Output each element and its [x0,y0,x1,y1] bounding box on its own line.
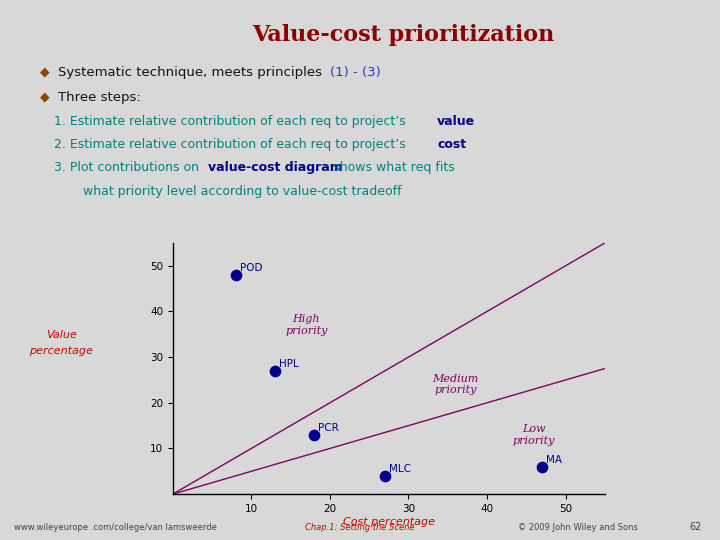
Point [536,462,548,471]
Text: HPL: HPL [279,359,299,369]
Point [379,471,391,480]
Text: 3. Plot contributions on: 3. Plot contributions on [54,161,203,174]
Text: value: value [437,115,475,128]
Text: Value-cost prioritization: Value-cost prioritization [252,24,554,46]
Text: Three steps:: Three steps: [58,91,140,104]
Text: ◆: ◆ [40,91,49,104]
Text: Medium
priority: Medium priority [433,374,479,395]
Text: www.wileyeurope .com/college/van lamsweerde: www.wileyeurope .com/college/van lamswee… [14,523,217,532]
Text: PCR: PCR [318,423,339,433]
Text: Value: Value [46,330,76,340]
Text: 62: 62 [690,522,702,532]
Text: percentage: percentage [30,346,93,356]
Text: 1. Estimate relative contribution of each req to project’s: 1. Estimate relative contribution of eac… [54,115,410,128]
Text: Low
priority: Low priority [513,424,555,446]
Text: 2. Estimate relative contribution of each req to project’s: 2. Estimate relative contribution of eac… [54,138,410,151]
Point [269,367,281,375]
Text: (1) - (3): (1) - (3) [330,66,380,79]
Text: © 2009 John Wiley and Sons: © 2009 John Wiley and Sons [518,523,638,532]
Text: POD: POD [240,263,262,273]
Text: ◆: ◆ [40,66,49,79]
Text: cost: cost [437,138,466,151]
X-axis label: Cost percentage: Cost percentage [343,517,435,526]
Point [308,430,320,439]
Text: MA: MA [546,455,562,464]
Point [230,271,241,279]
Text: Chap.1: Setting the Scene: Chap.1: Setting the Scene [305,523,415,532]
Text: MLC: MLC [389,464,411,474]
Text: High
priority: High priority [285,314,328,336]
Text: Systematic technique, meets principles: Systematic technique, meets principles [58,66,326,79]
Text: : shows what req fits: : shows what req fits [325,161,455,174]
Text: what priority level according to value-cost tradeoff: what priority level according to value-c… [83,185,402,198]
Text: value-cost diagram: value-cost diagram [208,161,343,174]
